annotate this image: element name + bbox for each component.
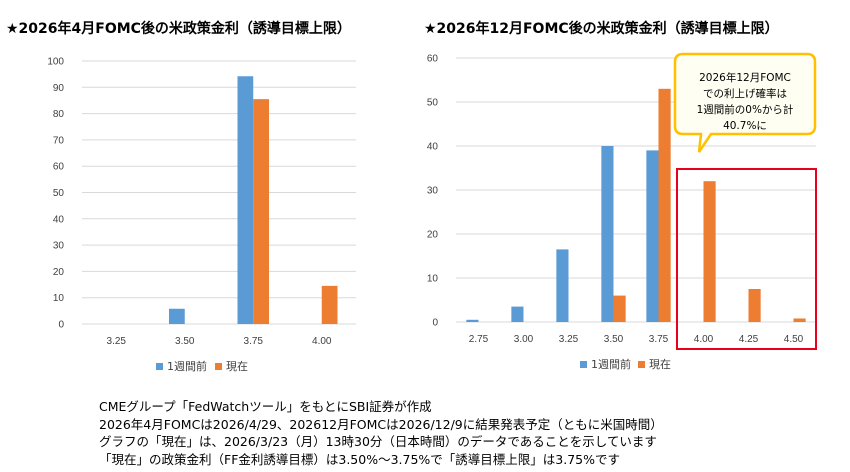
december-y-tick-label: 40 xyxy=(427,142,439,153)
april-x-tick-label: 3.25 xyxy=(107,336,127,347)
december-bar-one-week-ago xyxy=(601,146,614,322)
december-bar-current xyxy=(793,318,806,322)
december-bar-current xyxy=(613,295,626,322)
annotation-line-4: 40.7%に xyxy=(723,120,767,132)
december-x-tick-label: 3.75 xyxy=(649,334,669,345)
december-x-tick-label: 2.75 xyxy=(469,334,489,345)
april-y-tick-label: 90 xyxy=(53,83,65,94)
april-y-tick-label: 60 xyxy=(53,162,65,173)
annotation-line-2: での利上げ確率は xyxy=(703,88,787,100)
december-bar-current xyxy=(658,88,671,322)
note-line-3: グラフの「現在」は、2026/3/23（月）13時30分（日本時間）のデータであ… xyxy=(99,434,657,449)
source-notes: CMEグループ「FedWatchツール」をもとにSBI証券が作成 2026年4月… xyxy=(99,398,663,468)
april-y-tick-label: 40 xyxy=(53,214,65,225)
chart-december-fomc: 0 10 20 30 40 50 60 2.75 3.00 3.25 3.50 3.75 4.00 4.2… xyxy=(427,54,817,371)
december-x-tick-label: 3.25 xyxy=(559,334,579,345)
right-chart-title: ★2026年12月FOMC後の米政策金利（誘導目標上限） xyxy=(424,21,779,37)
april-y-tick-label: 80 xyxy=(53,109,65,120)
december-legend-label: 1週間前 xyxy=(591,357,631,371)
april-y-tick-label: 0 xyxy=(58,320,64,331)
december-x-tick-label: 4.00 xyxy=(694,334,714,345)
december-y-tick-label: 10 xyxy=(427,274,439,285)
left-chart-title: ★2026年4月FOMC後の米政策金利（誘導目標上限） xyxy=(6,21,351,37)
april-x-tick-label: 3.50 xyxy=(175,336,195,347)
annotation-line-1: 2026年12月FOMC xyxy=(699,72,791,84)
december-bar-one-week-ago xyxy=(511,306,524,322)
december-x-tick-label: 4.50 xyxy=(784,334,804,345)
april-bar-current xyxy=(253,99,270,324)
april-bar-one-week-ago xyxy=(168,308,185,324)
april-legend-swatch xyxy=(215,363,222,370)
december-x-tick-label: 3.00 xyxy=(514,334,534,345)
april-legend-label: 現在 xyxy=(226,360,248,373)
december-bar-one-week-ago xyxy=(556,249,569,322)
december-legend-swatch xyxy=(580,361,587,368)
rate-hike-highlight-box xyxy=(676,168,817,350)
note-line-2: 2026年4月FOMCは2026/4/29、202612月FOMCは2026/1… xyxy=(99,416,663,432)
december-bar-one-week-ago xyxy=(646,150,659,322)
december-x-tick-label: 4.25 xyxy=(739,334,759,345)
annotation-text: 2026年12月FOMC での利上げ確率は 1週間前の0%から計 40.7%に xyxy=(680,70,810,134)
april-bar-current xyxy=(321,285,338,324)
december-y-tick-label: 20 xyxy=(427,230,439,241)
april-legend-label: 1週間前 xyxy=(167,359,207,373)
december-bar-one-week-ago xyxy=(466,319,479,322)
april-legend-swatch xyxy=(156,363,163,370)
note-line-4: 「現在」の政策金利（FF金利誘導目標）は3.50%～3.75%で「誘導目標上限」… xyxy=(99,451,621,467)
april-y-tick-label: 30 xyxy=(53,241,65,252)
december-y-tick-label: 30 xyxy=(427,186,439,197)
april-y-tick-label: 100 xyxy=(47,57,64,68)
december-y-tick-label: 50 xyxy=(427,98,439,109)
april-y-tick-label: 70 xyxy=(53,135,65,146)
december-y-tick-label: 60 xyxy=(427,54,439,65)
annotation-line-3: 1週間前の0%から計 xyxy=(696,104,794,116)
december-y-tick-label: 0 xyxy=(432,318,438,329)
april-bar-one-week-ago xyxy=(237,76,254,324)
april-y-tick-label: 50 xyxy=(53,188,65,199)
december-bar-current xyxy=(748,289,761,322)
december-bar-current xyxy=(703,181,716,322)
note-line-1: CMEグループ「FedWatchツール」をもとにSBI証券が作成 xyxy=(99,399,432,414)
chart-april-fomc: 0 10 20 30 40 50 60 70 80 90 100 3.25 3.50 3.75 4.00 1週… xyxy=(47,57,356,373)
annotation-callout xyxy=(673,52,817,153)
december-x-tick-label: 3.50 xyxy=(604,334,624,345)
callout-bubble xyxy=(673,52,817,153)
december-legend-label: 現在 xyxy=(649,358,671,371)
april-y-tick-label: 20 xyxy=(53,267,65,278)
april-x-tick-label: 3.75 xyxy=(244,336,264,347)
april-y-tick-label: 10 xyxy=(53,293,65,304)
december-legend-swatch xyxy=(638,361,645,368)
april-x-tick-label: 4.00 xyxy=(312,336,332,347)
